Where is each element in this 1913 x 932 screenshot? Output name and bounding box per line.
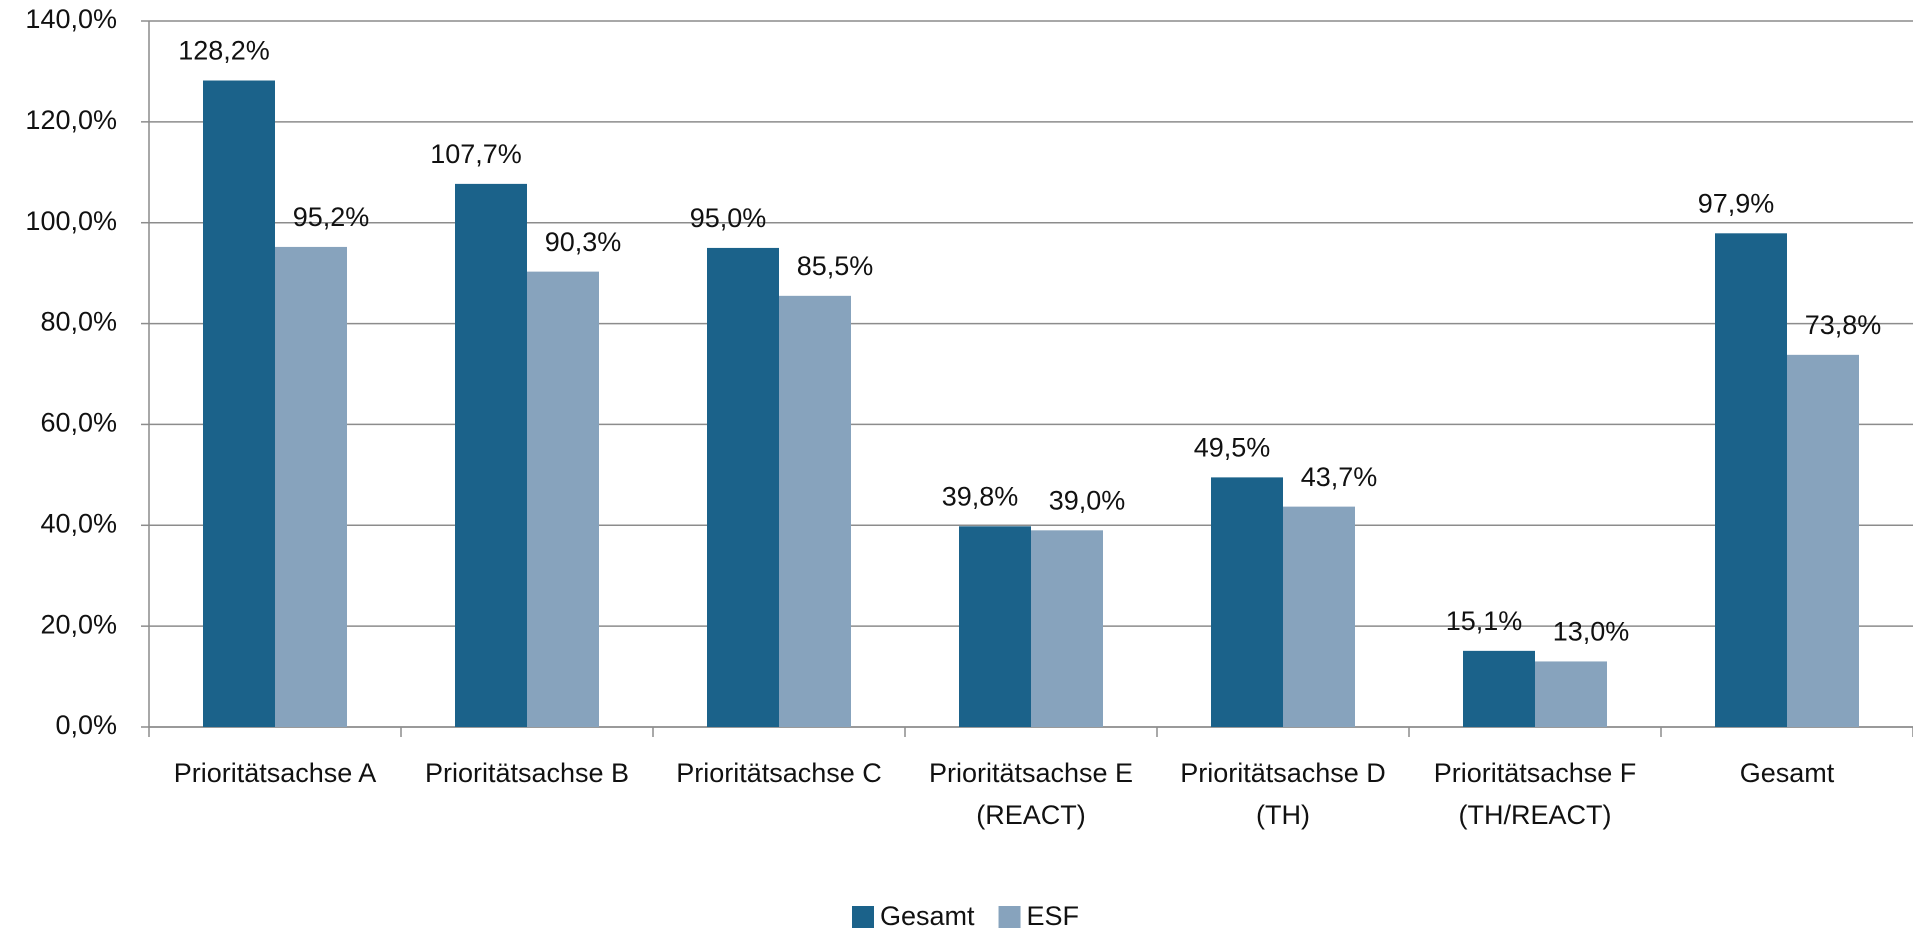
y-tick-label: 40,0% <box>40 508 117 538</box>
y-tick-label: 80,0% <box>40 307 117 337</box>
y-tick-label: 140,0% <box>25 4 117 34</box>
x-tick-label: Gesamt <box>1739 758 1835 788</box>
x-tick-label: Prioritätsachse F (TH/REACT) <box>1433 758 1637 830</box>
y-tick-label: 120,0% <box>25 105 117 135</box>
data-label: 39,8% <box>942 481 1019 511</box>
bar <box>707 247 779 727</box>
data-label: 95,2% <box>293 202 370 232</box>
bar <box>1787 354 1859 727</box>
legend-label: ESF <box>1027 901 1080 931</box>
data-label: 97,9% <box>1698 188 1775 218</box>
data-label: 43,7% <box>1301 462 1378 492</box>
data-label: 107,7% <box>430 139 522 169</box>
data-label: 85,5% <box>797 251 874 281</box>
legend-swatch <box>998 906 1021 928</box>
bar <box>203 80 275 727</box>
bar <box>1283 506 1355 727</box>
bar <box>1463 650 1535 727</box>
data-label: 73,8% <box>1805 310 1882 340</box>
data-label: 95,0% <box>690 203 767 233</box>
y-tick-label: 100,0% <box>25 206 117 236</box>
bar <box>1211 477 1283 727</box>
legend-swatch <box>852 906 874 928</box>
x-tick-label: Prioritätsachse D (TH) <box>1180 758 1386 830</box>
bar <box>275 246 347 728</box>
x-tick-label: Prioritätsachse A <box>173 758 377 788</box>
x-tick-label: Prioritätsachse B <box>424 758 630 788</box>
bar <box>779 295 851 727</box>
x-tick-label: Prioritätsachse E (REACT) <box>928 758 1134 830</box>
data-label: 90,3% <box>545 227 622 257</box>
y-tick-label: 60,0% <box>40 408 117 438</box>
data-label: 39,0% <box>1049 485 1126 515</box>
legend-label: Gesamt <box>880 901 975 931</box>
data-label: 13,0% <box>1553 617 1630 647</box>
data-label: 49,5% <box>1194 433 1271 463</box>
bar <box>1715 233 1787 727</box>
bar <box>527 271 599 727</box>
data-label: 15,1% <box>1446 606 1523 636</box>
data-label: 128,2% <box>178 36 270 66</box>
bar <box>959 526 1031 727</box>
bar <box>1535 661 1607 727</box>
x-tick-label: Prioritätsachse C <box>676 758 882 788</box>
y-tick-label: 20,0% <box>40 609 117 639</box>
bar <box>455 183 527 728</box>
y-tick-label: 0,0% <box>55 710 117 740</box>
bar <box>1031 530 1103 727</box>
